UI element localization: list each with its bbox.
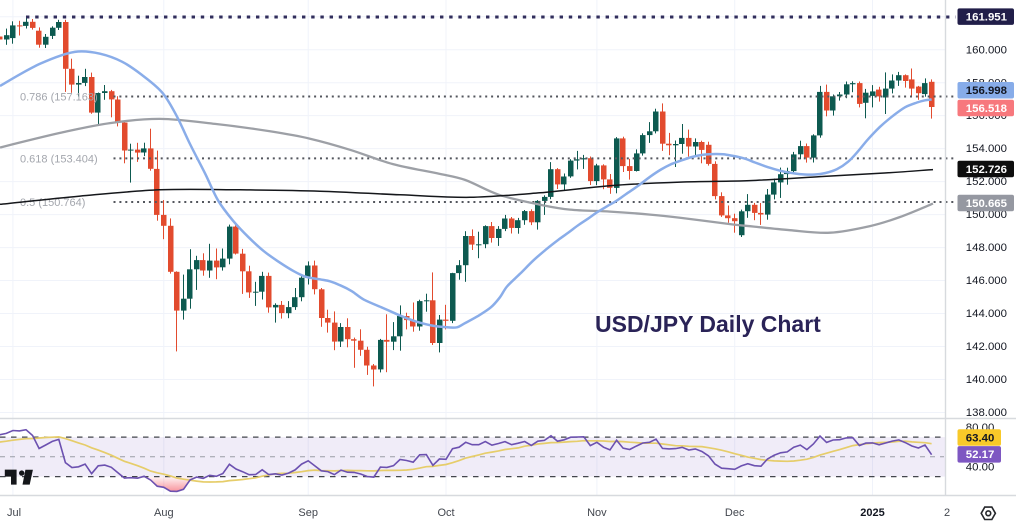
- svg-text:152.000: 152.000: [966, 176, 1007, 188]
- svg-text:150.000: 150.000: [966, 209, 1007, 221]
- svg-text:161.951: 161.951: [966, 11, 1008, 23]
- svg-text:2: 2: [944, 507, 950, 519]
- svg-text:0.618 (153.404): 0.618 (153.404): [20, 153, 98, 165]
- svg-text:150.665: 150.665: [966, 198, 1008, 210]
- svg-text:156.998: 156.998: [966, 85, 1007, 97]
- svg-text:146.000: 146.000: [966, 275, 1007, 287]
- svg-text:Oct: Oct: [437, 507, 454, 519]
- svg-text:138.000: 138.000: [966, 407, 1007, 419]
- svg-text:154.000: 154.000: [966, 143, 1007, 155]
- svg-text:156.518: 156.518: [966, 103, 1007, 115]
- svg-text:148.000: 148.000: [966, 242, 1007, 254]
- svg-text:Jul: Jul: [7, 507, 21, 519]
- svg-text:140.000: 140.000: [966, 374, 1007, 386]
- svg-text:142.000: 142.000: [966, 341, 1007, 353]
- svg-text:Aug: Aug: [154, 507, 174, 519]
- svg-text:63.40: 63.40: [966, 432, 995, 444]
- svg-text:160.000: 160.000: [966, 44, 1007, 56]
- svg-text:152.726: 152.726: [966, 164, 1007, 176]
- svg-text:0.786 (157.163): 0.786 (157.163): [20, 92, 98, 104]
- svg-text:144.000: 144.000: [966, 308, 1007, 320]
- svg-text:Sep: Sep: [298, 507, 318, 519]
- svg-text:Dec: Dec: [725, 507, 745, 519]
- svg-text:40.00: 40.00: [966, 461, 995, 473]
- svg-text:USD/JPY Daily Chart: USD/JPY Daily Chart: [595, 311, 821, 337]
- svg-text:Nov: Nov: [587, 507, 607, 519]
- svg-text:2025: 2025: [860, 507, 884, 519]
- svg-text:52.17: 52.17: [966, 449, 995, 461]
